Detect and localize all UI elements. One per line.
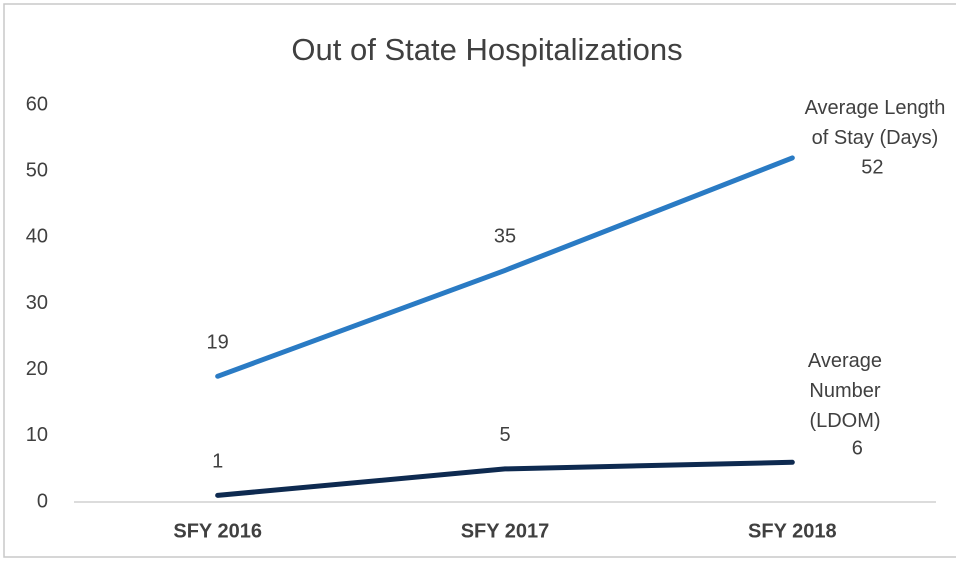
y-tick-label: 20 <box>26 358 48 380</box>
data-label: 19 <box>207 332 229 354</box>
chart-border <box>3 3 956 558</box>
y-tick-label: 30 <box>26 292 48 314</box>
y-tick-label: 0 <box>37 490 48 512</box>
y-tick-label: 40 <box>26 226 48 248</box>
series-line <box>215 155 795 379</box>
series-label: Average Number (LDOM) <box>807 350 883 432</box>
data-label: 35 <box>494 226 516 248</box>
x-tick-label: SFY 2018 <box>748 520 837 542</box>
y-tick-label: 60 <box>26 93 48 115</box>
x-tick-label: SFY 2017 <box>461 520 550 542</box>
series-line <box>215 459 795 498</box>
x-tick-label: SFY 2016 <box>173 520 262 542</box>
data-label: 52 <box>861 156 883 178</box>
data-label: 6 <box>852 437 863 459</box>
series-label: Average Length of Stay (Days) <box>804 97 946 149</box>
data-label: 5 <box>499 424 510 446</box>
y-tick-label: 10 <box>26 424 48 446</box>
y-tick-label: 50 <box>26 159 48 181</box>
chart-title: Out of State Hospitalizations <box>291 32 682 67</box>
data-label: 1 <box>212 451 223 473</box>
